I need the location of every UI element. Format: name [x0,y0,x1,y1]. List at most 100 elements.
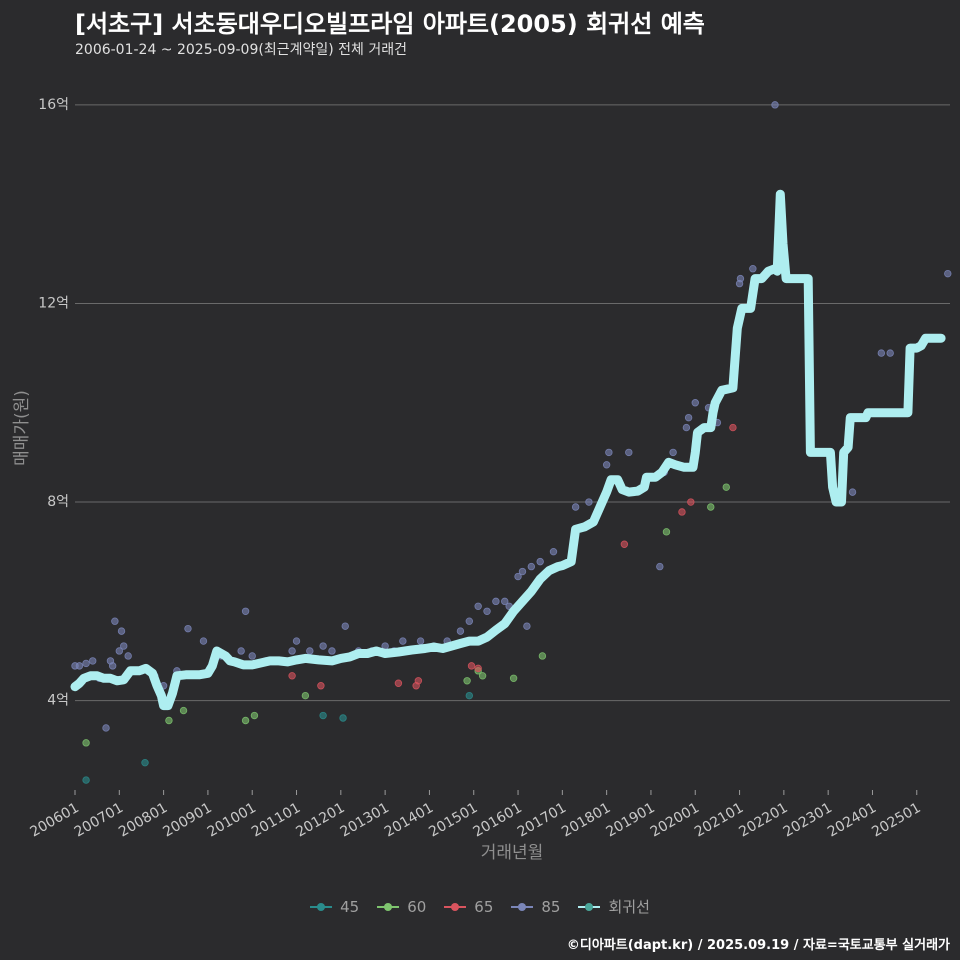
data-point-65 [620,540,629,548]
data-point-85 [306,647,314,655]
data-point-85 [120,642,128,650]
data-point-60 [538,652,547,660]
x-tick-label: 202501 [869,800,923,841]
x-tick-label: 201501 [426,800,480,841]
legend-label-45: 45 [340,897,360,916]
data-point-85 [474,602,482,611]
x-tick-label: 202201 [736,800,790,841]
data-point-85 [288,647,296,655]
data-point-85 [199,637,208,645]
data-point-60 [301,691,310,700]
data-point-85 [602,461,611,469]
data-point-60 [722,483,730,491]
data-point-85 [501,597,509,606]
data-point-65 [687,498,695,506]
legend-item-65: 65 [444,896,493,917]
data-point-85 [527,562,536,571]
legend-label-85: 85 [541,897,561,916]
data-point-85 [124,652,132,660]
data-point-85 [682,423,691,432]
legend-key-45 [310,900,333,914]
x-tick-label: 201401 [382,800,436,841]
data-point-85 [684,413,693,422]
data-point-85 [771,101,779,109]
data-point-45 [141,758,149,767]
data-point-85 [184,624,192,633]
x-tick-label: 201701 [515,800,569,841]
legend-item-60: 60 [377,896,426,917]
data-point-85 [102,724,110,732]
legend-key-60 [377,900,400,914]
x-tick-label: 201001 [205,800,259,841]
footer-credit: ©디아파트(dapt.kr) / 2025.09.19 / 자료=국토교통부 실… [566,938,950,953]
regression-line [70,189,946,711]
data-point-85 [115,647,124,655]
data-point-60 [165,716,173,725]
data-point-85 [399,637,407,645]
data-point-60 [250,711,259,720]
data-point-85 [944,269,952,278]
data-point-85 [292,637,301,645]
data-point-60 [707,503,715,511]
y-tick-label: 4억 [47,693,69,709]
chart-subtitle: 2006-01-24 ~ 2025-09-09(최근계약일) 전체 거래건 [75,42,407,58]
data-point-85 [585,498,593,506]
x-tick-label: 202401 [825,800,879,841]
data-point-60 [82,739,90,747]
data-point-85 [328,647,336,655]
data-point-85 [536,557,544,566]
data-point-65 [317,682,325,690]
data-point-65 [467,662,476,670]
data-point-85 [111,617,119,625]
data-point-60 [463,677,471,685]
data-point-60 [241,716,250,725]
data-point-85 [483,607,491,615]
data-point-85 [549,547,558,556]
data-point-85 [237,647,245,655]
x-tick-label: 201801 [559,800,613,841]
x-tick-labels: 2006012007012008012009012010012011012012… [28,790,924,840]
data-point-65 [394,679,403,687]
data-point-85 [656,562,664,571]
data-point-65 [288,672,296,680]
x-tick-label: 201901 [603,800,657,841]
data-point-85 [89,657,97,665]
data-point-45 [319,711,327,720]
legend-key-85 [511,900,534,914]
x-tick-label: 201101 [249,800,303,841]
data-point-85 [691,399,699,407]
data-point-85 [248,652,256,660]
x-tick-label: 200901 [160,800,214,841]
grid-lines [75,104,950,702]
legend-label-regression: 회귀선 [608,898,650,916]
scatter-points [71,101,952,784]
data-point-85 [416,637,425,645]
data-point-60 [478,672,487,680]
data-point-85 [669,448,677,457]
data-point-85 [341,622,349,630]
data-point-45 [465,691,474,700]
data-point-85 [749,264,757,273]
x-tick-label: 200701 [72,800,126,841]
data-point-85 [492,597,500,606]
data-point-85 [886,349,894,357]
data-point-60 [179,706,188,715]
data-point-85 [605,448,613,457]
data-point-85 [518,567,527,576]
data-point-85 [465,617,474,625]
data-point-45 [82,776,90,784]
y-tick-label: 16억 [38,97,69,113]
data-point-85 [319,642,327,650]
x-tick-label: 202001 [648,800,702,841]
data-point-85 [75,662,84,670]
data-point-65 [729,423,737,432]
legend-key-regression [578,900,601,914]
data-point-85 [877,349,886,357]
y-tick-label: 8억 [47,494,69,510]
legend-item-85: 85 [511,896,560,917]
data-point-85 [241,607,250,615]
legend-label-65: 65 [474,897,494,916]
x-axis-label: 거래년월 [481,843,544,863]
data-point-85 [514,572,522,581]
